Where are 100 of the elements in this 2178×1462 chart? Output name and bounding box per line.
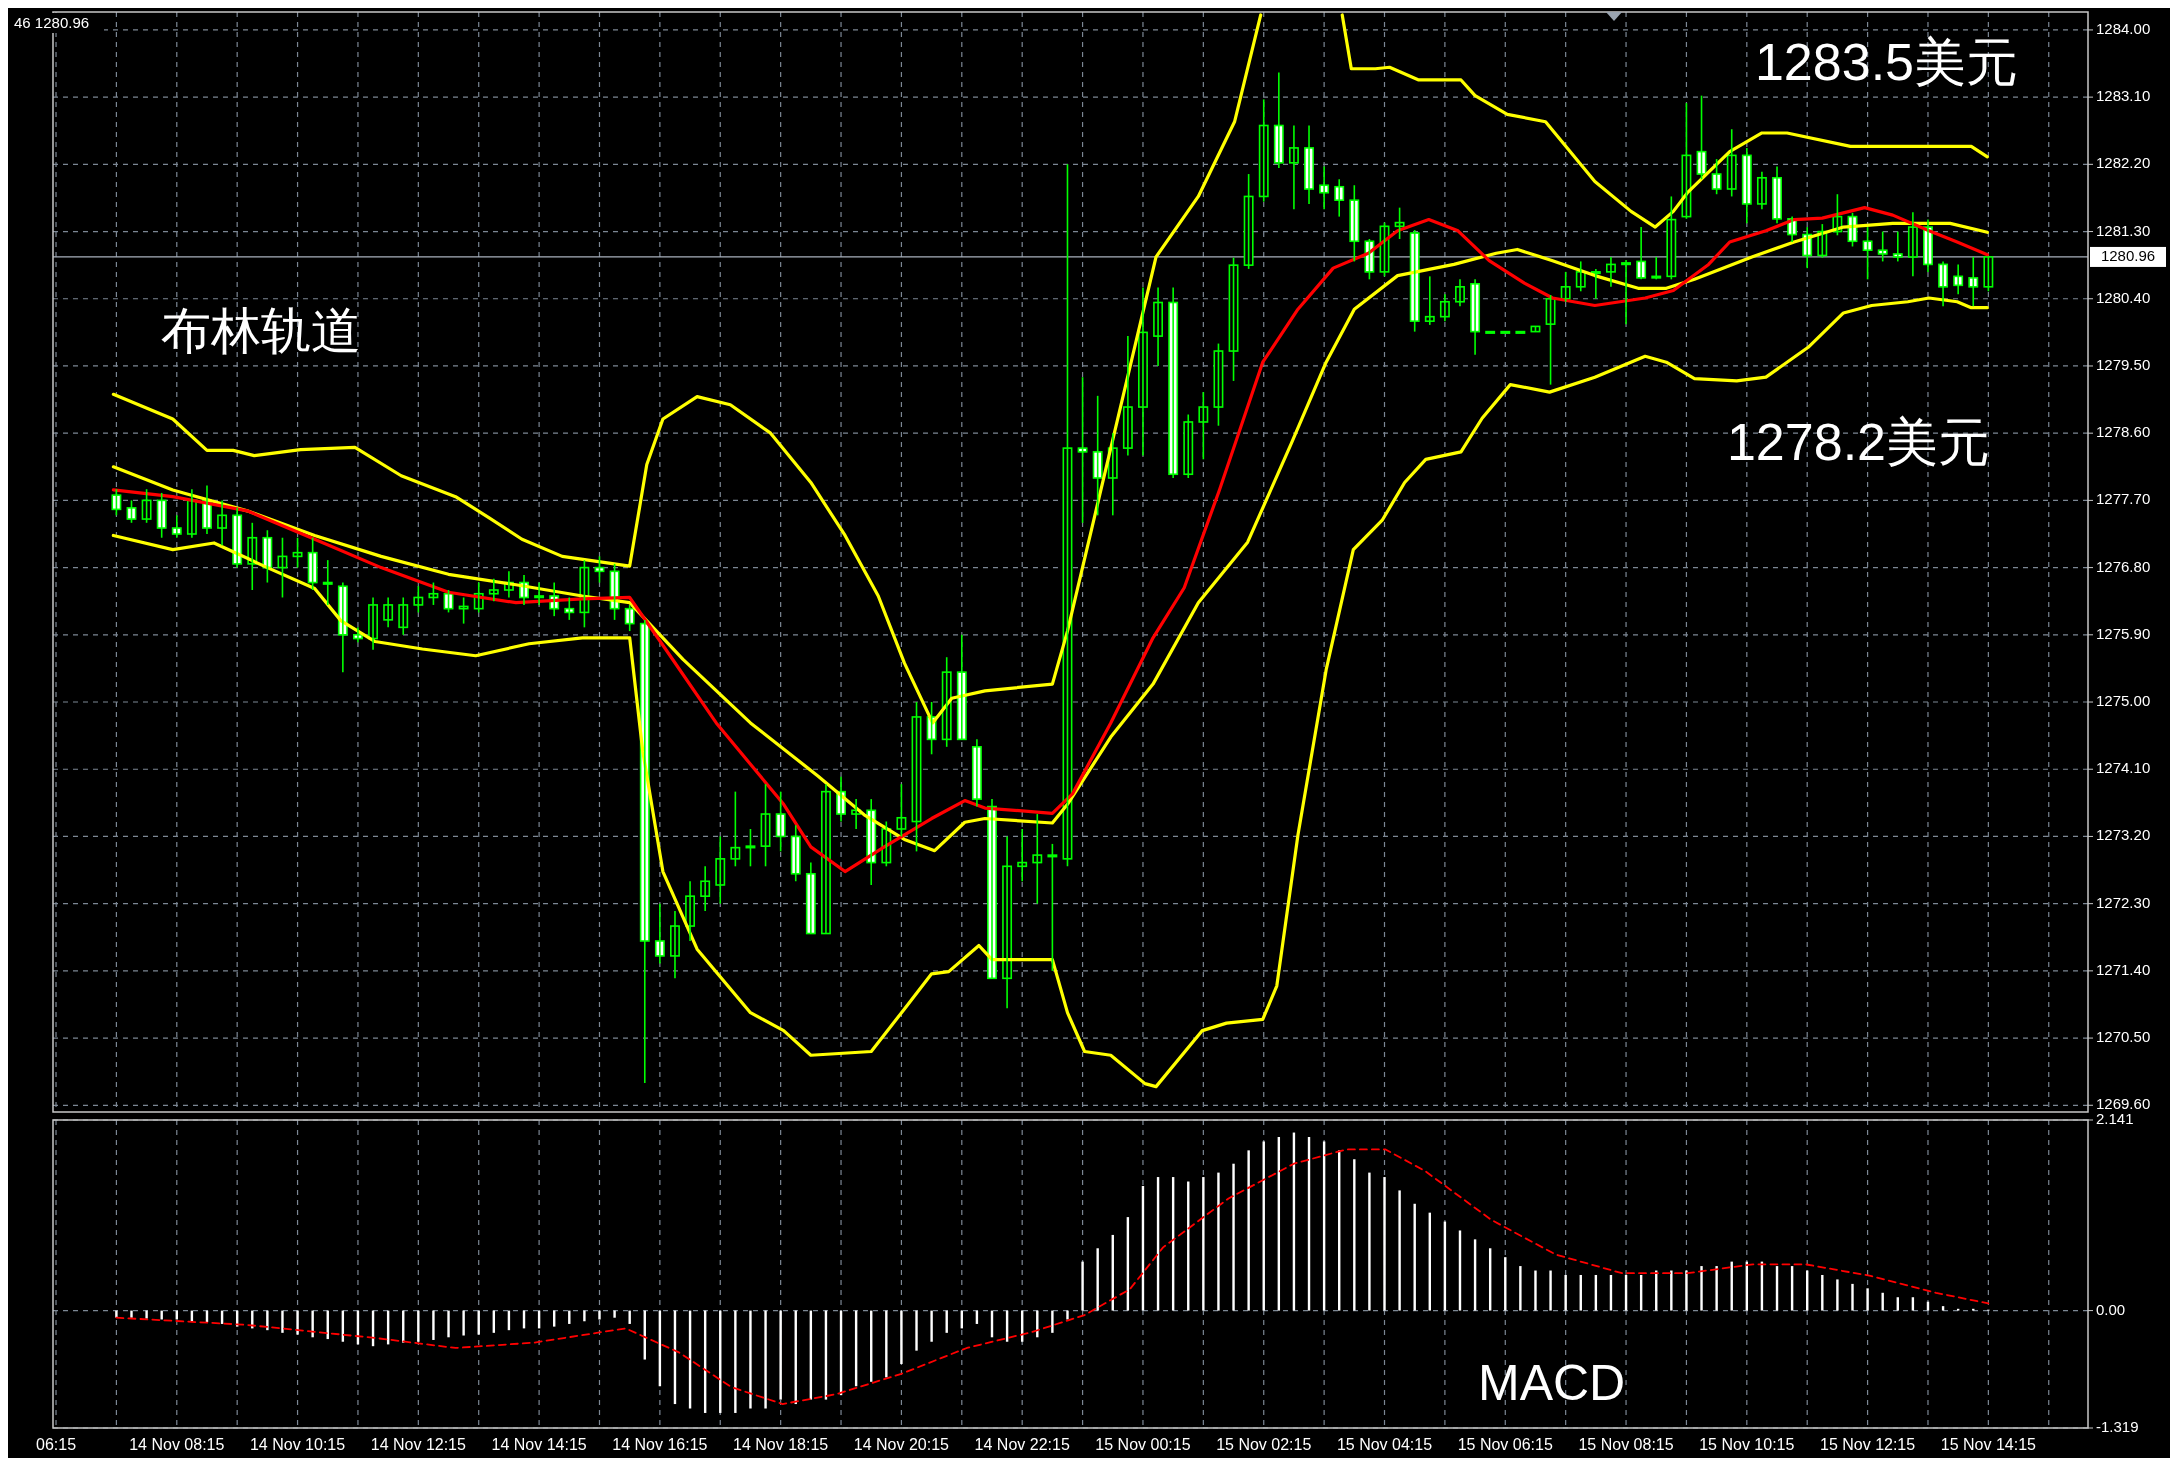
x-tick-label: 14 Nov 14:15	[491, 1436, 587, 1453]
bar	[1549, 1270, 1552, 1311]
bar	[885, 1310, 888, 1378]
candlestick	[1666, 195, 1677, 281]
bar	[613, 1310, 616, 1318]
candlestick	[1213, 342, 1224, 427]
candlestick	[111, 488, 122, 517]
bar	[1851, 1283, 1854, 1311]
candlestick	[1047, 843, 1058, 972]
y-tick-label: 1275.00	[2096, 691, 2151, 709]
bar	[266, 1310, 269, 1331]
bar	[628, 1310, 631, 1324]
candlestick	[1711, 158, 1722, 196]
candlestick	[760, 783, 771, 868]
bar	[1519, 1266, 1522, 1311]
bar	[1881, 1292, 1884, 1311]
x-tick-label: 14 Nov 18:15	[733, 1436, 829, 1453]
candlestick	[730, 790, 741, 868]
y-tick-label: 1283.10	[2096, 87, 2151, 105]
bar	[1685, 1270, 1688, 1311]
candlestick	[1077, 376, 1088, 524]
bar	[900, 1310, 903, 1364]
bar	[417, 1310, 420, 1342]
bar	[115, 1310, 118, 1318]
y-tick-label: 1276.80	[2096, 557, 2151, 575]
ref-line-label: 1280.96	[2100, 246, 2156, 264]
x-tick-label: 14 Nov 22:15	[974, 1436, 1070, 1453]
x-tick-label: 14 Nov 20:15	[853, 1436, 950, 1453]
candlestick	[775, 790, 786, 853]
annotation: 1283.5美元	[1754, 33, 2018, 91]
candlestick	[428, 581, 439, 606]
bar	[1051, 1310, 1054, 1333]
y-tick-label: 1278.60	[2096, 423, 2151, 441]
x-tick-label: 15 Nov 10:15	[1699, 1436, 1795, 1453]
bar	[583, 1310, 586, 1322]
bar	[1247, 1150, 1250, 1311]
y-tick-label: 1275.90	[2096, 624, 2151, 642]
bar	[1941, 1306, 1945, 1311]
candlestick	[1983, 256, 1994, 293]
bar	[1866, 1288, 1869, 1311]
candlestick	[488, 578, 499, 603]
bar	[1836, 1279, 1839, 1311]
candlestick	[1892, 230, 1903, 263]
bar	[1096, 1248, 1099, 1311]
candlestick	[1198, 391, 1209, 461]
x-tick-label: 14 Nov 16:15	[612, 1436, 708, 1453]
x-tick-label: 14 Nov 08:15	[129, 1436, 225, 1453]
candlestick	[1349, 184, 1360, 263]
y-tick-label: 0.00	[2096, 1300, 2126, 1318]
y-tick-label: 1280.40	[2096, 288, 2151, 306]
x-tick-label: 15 Nov 02:15	[1216, 1436, 1312, 1453]
y-tick-label: 1273.20	[2096, 826, 2151, 844]
bar	[1715, 1266, 1718, 1311]
bar	[1398, 1190, 1401, 1311]
bar	[1700, 1266, 1703, 1311]
y-tick-label: 1279.50	[2096, 355, 2151, 373]
x-tick-label: 15 Nov 00:15	[1095, 1436, 1191, 1453]
y-tick-label: 1282.20	[2096, 154, 2151, 172]
candlestick	[156, 492, 167, 539]
candlestick	[292, 536, 303, 569]
bar	[462, 1310, 465, 1336]
y-tick-label: 1284.00	[2096, 19, 2151, 37]
candlestick	[307, 536, 318, 591]
bar	[1081, 1261, 1084, 1311]
x-tick-label: 15 Nov 14:15	[1940, 1436, 2037, 1453]
bar	[1353, 1159, 1356, 1311]
y-tick-label: 1272.30	[2096, 893, 2151, 911]
x-tick-label: 14 Nov 12:15	[370, 1436, 467, 1453]
x-tick-label: 14 Nov 10:15	[249, 1436, 346, 1453]
y-tick-label: 1281.30	[2096, 221, 2151, 239]
y-tick-label: 1277.70	[2096, 490, 2151, 508]
bar	[915, 1310, 918, 1351]
bar	[598, 1310, 601, 1320]
y-tick-label: 1274.10	[2096, 759, 2151, 777]
candlestick	[1243, 173, 1254, 270]
bar	[311, 1310, 314, 1338]
bar	[1383, 1177, 1386, 1311]
bar	[1413, 1203, 1416, 1311]
x-tick-label: 15 Nov 06:15	[1457, 1436, 1553, 1453]
bar	[1564, 1274, 1567, 1311]
bar	[1670, 1270, 1673, 1311]
candlestick	[1877, 230, 1888, 263]
annotation: 46 1280.96	[14, 14, 90, 31]
x-tick-label: 15 Nov 08:15	[1578, 1436, 1674, 1453]
bar	[1368, 1172, 1371, 1311]
candlestick	[1092, 395, 1103, 517]
candlestick	[1862, 226, 1873, 281]
bar	[1202, 1177, 1205, 1311]
bar	[281, 1310, 284, 1333]
bar	[930, 1310, 933, 1342]
bar	[145, 1310, 148, 1319]
bar	[749, 1310, 752, 1409]
x-tick-label: 06:15	[36, 1436, 77, 1453]
annotation: 1278.2美元	[1726, 413, 1990, 471]
bar	[1232, 1163, 1235, 1311]
x-tick-label: 15 Nov 12:15	[1820, 1436, 1916, 1453]
y-tick-label: 1271.40	[2096, 960, 2151, 978]
bar	[432, 1310, 435, 1340]
annotation: 布林轨道	[161, 303, 361, 359]
candlestick	[141, 488, 152, 524]
